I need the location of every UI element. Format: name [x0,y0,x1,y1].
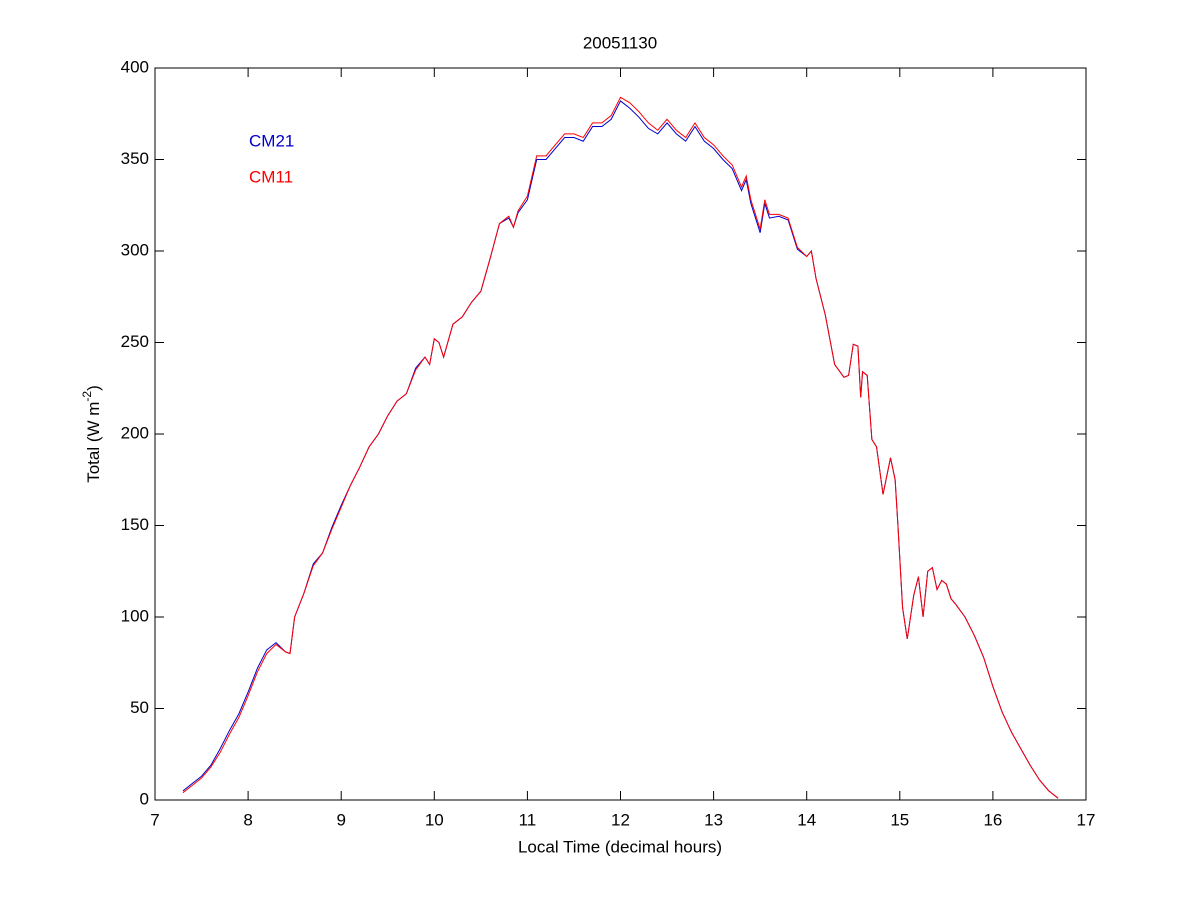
series-line [182,96,1059,799]
y-axis-label-end: ) [84,385,103,391]
y-tick-label: 200 [121,423,149,442]
x-tick-label: 10 [425,810,444,829]
y-tick-label: 100 [121,606,149,625]
y-tick-label: 50 [130,698,149,717]
x-tick-label: 8 [243,810,252,829]
x-axis-label: Local Time (decimal hours) [518,837,722,856]
x-tick-label: 12 [611,810,630,829]
x-tick-label: 15 [890,810,909,829]
legend-label: CM11 [249,167,293,186]
x-tick-label: 17 [1077,810,1096,829]
y-tick-label: 150 [121,515,149,534]
y-axis-label: Total (W m-2) [80,385,103,483]
y-tick-label: 0 [140,789,149,808]
chart-title: 20051130 [583,33,657,52]
y-tick-label: 350 [121,149,149,168]
x-tick-label: 7 [150,810,159,829]
y-tick-label: 400 [121,57,149,76]
y-axis-label-main: Total (W m [84,402,103,483]
y-tick-label: 300 [121,240,149,259]
x-tick-label: 16 [983,810,1002,829]
x-tick-label: 13 [704,810,723,829]
y-tick-label: 250 [121,332,149,351]
legend-label: CM21 [249,131,294,150]
y-axis-label-sup: -2 [80,391,94,402]
x-tick-label: 9 [336,810,345,829]
x-tick-label: 14 [797,810,816,829]
x-tick-label: 11 [519,810,537,829]
